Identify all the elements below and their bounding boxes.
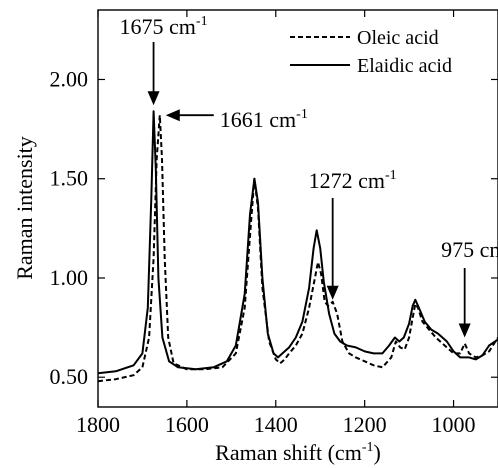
legend-label-elaidic-acid: Elaidic acid (357, 55, 452, 77)
x-tick-label: 1600 (165, 412, 209, 437)
peak-annotation-label: 1675 cm-1 (120, 14, 208, 39)
x-axis-label: Raman shift (cm-1) (215, 440, 381, 465)
peak-annotation-label: 1272 cm-1 (309, 168, 397, 193)
x-tick-label: 1000 (432, 412, 476, 437)
y-tick-label: 1.00 (50, 265, 89, 290)
y-tick-label: 0.50 (50, 364, 89, 389)
y-tick-label: 1.50 (50, 166, 89, 191)
peak-annotation-label: 975 cm-1 (441, 237, 498, 262)
arrow-head (458, 323, 471, 338)
annotations-layer: 1675 cm-1 1661 cm-1 1272 cm-1 975 cm-1 (120, 14, 498, 338)
peak-annotation-label: 1661 cm-1 (220, 107, 308, 132)
axes-layer (97, 9, 498, 408)
y-tick-label: 2.00 (50, 66, 89, 91)
plot-frame (97, 9, 498, 408)
ticks-layer: 1800 1600 1400 1200 1000 0.50 1.00 1.50 2.00 (50, 10, 498, 437)
x-tick-label: 1800 (76, 412, 120, 437)
series-line-elaidic-acid (98, 110, 498, 375)
arrow-head (326, 285, 339, 300)
x-tick-label: 1200 (343, 412, 387, 437)
x-tick-label: 1400 (254, 412, 298, 437)
y-axis-label: Raman intensity (12, 136, 37, 280)
legend: Oleic acid Elaidic acid (290, 27, 452, 77)
series-line-oleic-acid (98, 114, 498, 383)
series-layer (98, 110, 498, 383)
arrow-head (165, 109, 180, 122)
arrow-head (147, 91, 160, 106)
legend-label-oleic-acid: Oleic acid (357, 27, 439, 49)
